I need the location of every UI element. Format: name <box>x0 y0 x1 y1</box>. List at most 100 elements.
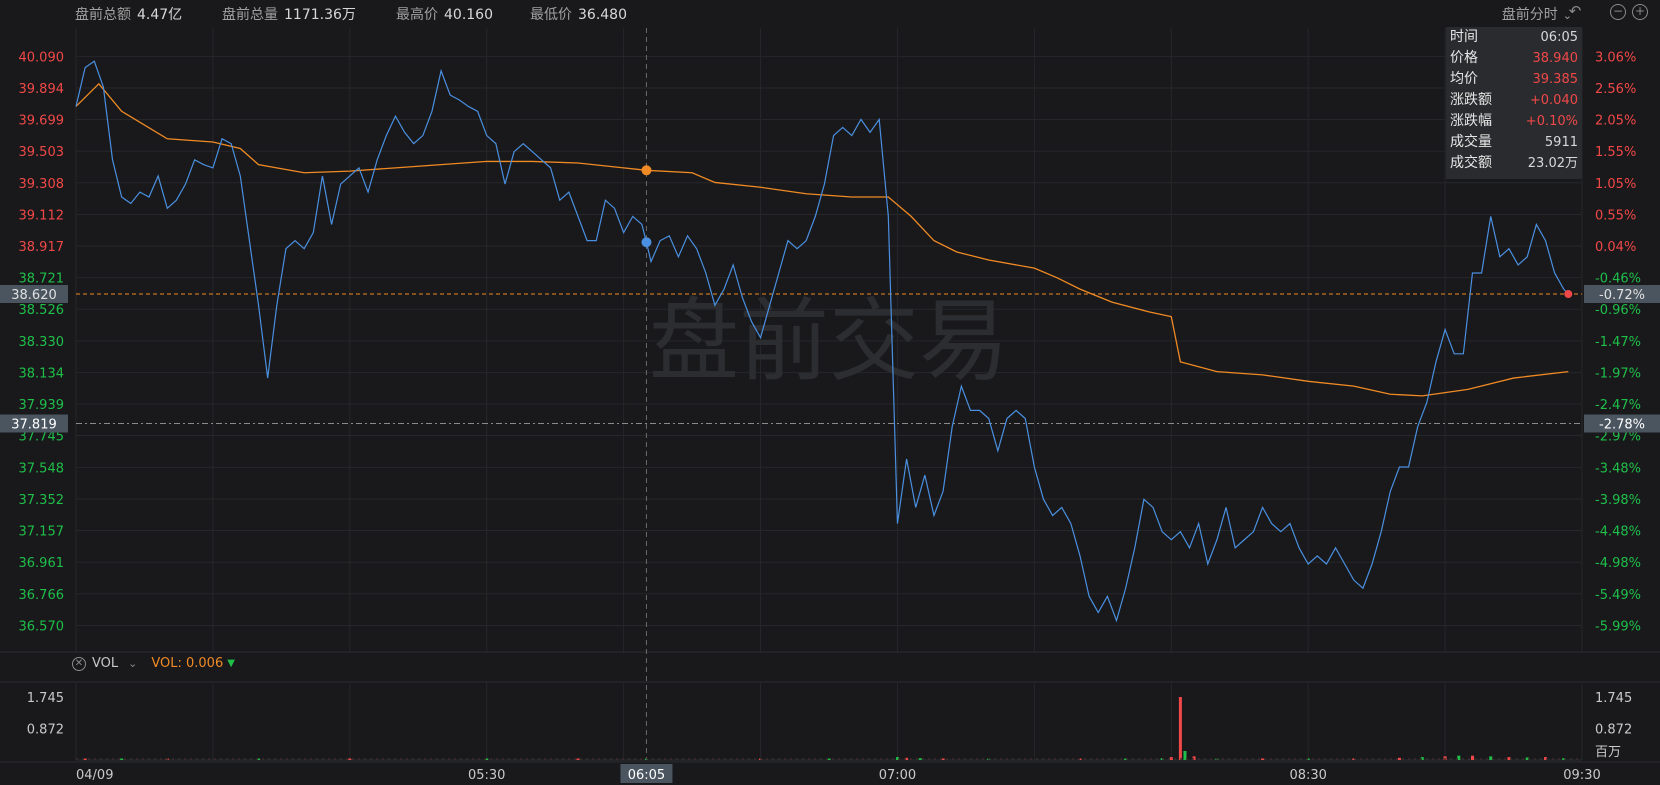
chart-mode-dropdown[interactable]: 盘前分时 ⌄ <box>1501 7 1572 23</box>
volume-unit-label: 百万 <box>1595 745 1621 760</box>
price-tick-label: 37.548 <box>19 461 65 476</box>
tooltip-row: 时间 06:05 <box>1446 27 1582 48</box>
price-tick-label: 37.939 <box>19 398 65 413</box>
price-tick-label: 37.352 <box>19 493 65 508</box>
pct-tick-label: 1.55% <box>1595 145 1636 160</box>
tooltip-value: +0.10% <box>1525 114 1578 129</box>
tooltip-value: 39.385 <box>1532 72 1579 87</box>
volume-bar <box>348 758 352 760</box>
volume-bar <box>918 758 922 760</box>
crosshair-pct-label: -2.78% <box>1599 418 1645 433</box>
pct-tick-label: -1.97% <box>1595 367 1641 382</box>
stat-total-volume: 盘前总量 1171.36万 <box>222 7 356 23</box>
time-tick-label: 08:30 <box>1289 768 1326 783</box>
volume-bar <box>1178 697 1182 760</box>
crosshair-price-label: 37.819 <box>11 418 57 433</box>
volume-bar <box>576 758 580 760</box>
price-marker <box>641 237 652 248</box>
undo-icon[interactable]: ↶ <box>1568 2 1582 20</box>
tooltip-label: 涨跌幅 <box>1450 113 1492 129</box>
tooltip-row: 涨跌额 +0.040 <box>1446 90 1582 111</box>
volume-bar <box>827 758 831 760</box>
volume-bar <box>120 758 124 760</box>
tooltip-label: 成交量 <box>1450 134 1492 150</box>
price-tick-label: 38.330 <box>19 335 65 350</box>
volume-bar <box>1562 758 1566 760</box>
pct-tick-label: -4.98% <box>1595 556 1641 571</box>
indicator-value: VOL: 0.006 <box>151 656 224 671</box>
volume-bar <box>895 757 899 760</box>
pct-tick-label: 2.56% <box>1595 82 1636 97</box>
pct-tick-label: -5.99% <box>1595 619 1641 634</box>
prev-close-badge <box>0 284 68 303</box>
stats-bar: 盘前总额 4.47亿 盘前总量 1171.36万 最高价 40.160 最低价 36.4… <box>0 0 1660 26</box>
price-tick-label: 39.503 <box>19 145 65 160</box>
volume-bar <box>1306 758 1310 760</box>
volume-bar <box>941 758 945 760</box>
volume-bar <box>1525 757 1529 760</box>
tooltip-row: 涨跌幅 +0.10% <box>1446 111 1582 132</box>
tooltip-value: 5911 <box>1544 135 1578 150</box>
pct-tick-label: -2.47% <box>1595 398 1641 413</box>
tooltip-value: 38.940 <box>1532 51 1579 66</box>
stat-high: 最高价 40.160 <box>396 7 493 23</box>
price-tick-label: 37.157 <box>19 525 65 540</box>
tooltip-row: 价格 38.940 <box>1446 48 1582 69</box>
price-tick-label: 38.526 <box>19 303 65 318</box>
price-tick-label: 36.961 <box>19 556 65 571</box>
price-tick-label: 39.308 <box>19 177 65 192</box>
volume-bar <box>1352 758 1356 760</box>
price-tick-label: 37.745 <box>19 429 65 444</box>
volume-bar <box>1261 758 1265 760</box>
volume-bar <box>905 757 909 760</box>
chevron-down-icon: ⌄ <box>1562 9 1572 22</box>
volume-bar <box>1124 758 1128 760</box>
tooltip-value: 23.02万 <box>1527 156 1578 171</box>
pct-tick-label: 0.04% <box>1595 240 1636 255</box>
prev-close-pct-label: -0.72% <box>1599 288 1645 303</box>
pct-tick-label: 1.05% <box>1595 177 1636 192</box>
volume-bar <box>1457 755 1461 760</box>
volume-bar <box>1507 757 1511 760</box>
close-indicator-icon[interactable]: ✕ <box>72 656 86 671</box>
stat-low: 最低价 36.480 <box>530 7 627 23</box>
price-tick-label: 40.090 <box>19 50 65 65</box>
chevron-down-icon[interactable]: ⌄ <box>128 657 138 670</box>
volume-tick-label: 1.745 <box>27 691 64 706</box>
pct-tick-label: -3.48% <box>1595 461 1641 476</box>
tooltip-row: 成交量 5911 <box>1446 132 1582 153</box>
indicator-name: VOL <box>92 656 119 671</box>
pct-tick-label: 0.55% <box>1595 208 1636 223</box>
tooltip-label: 涨跌额 <box>1450 92 1492 108</box>
pct-tick-label: 3.06% <box>1595 50 1636 65</box>
volume-tick-label: 0.872 <box>1595 723 1632 738</box>
watermark: 盘前交易 <box>649 289 1009 394</box>
volume-bar <box>1543 757 1547 760</box>
pct-tick-label: -4.48% <box>1595 525 1641 540</box>
prev-close-label: 38.620 <box>11 288 57 303</box>
volume-bar <box>485 758 489 760</box>
tooltip-row: 均价 39.385 <box>1446 69 1582 90</box>
last-price-dot <box>1564 289 1573 298</box>
volume-bar <box>257 758 261 760</box>
zoom-out-icon[interactable]: − <box>1610 4 1626 20</box>
price-line <box>75 60 1569 623</box>
pct-tick-label: -3.98% <box>1595 493 1641 508</box>
volume-tick-label: 0.872 <box>27 723 64 738</box>
volume-bar <box>1489 756 1493 760</box>
zoom-in-icon[interactable]: + <box>1632 4 1648 20</box>
volume-tick-label: 1.745 <box>1595 691 1632 706</box>
tooltip-label: 时间 <box>1450 29 1478 45</box>
price-tick-label: 39.699 <box>19 114 65 129</box>
volume-bar <box>83 758 87 760</box>
price-tick-label: 36.766 <box>19 588 65 603</box>
pct-tick-label: -2.97% <box>1595 429 1641 444</box>
volume-bar <box>1169 757 1173 760</box>
pct-tick-label: -0.96% <box>1595 303 1641 318</box>
triangle-down-icon: ▼ <box>227 658 235 669</box>
tooltip-label: 成交额 <box>1450 155 1492 171</box>
time-tick-label: 09:30 <box>1563 768 1600 783</box>
price-tick-label: 39.894 <box>19 82 65 97</box>
tooltip-label: 均价 <box>1450 71 1478 87</box>
